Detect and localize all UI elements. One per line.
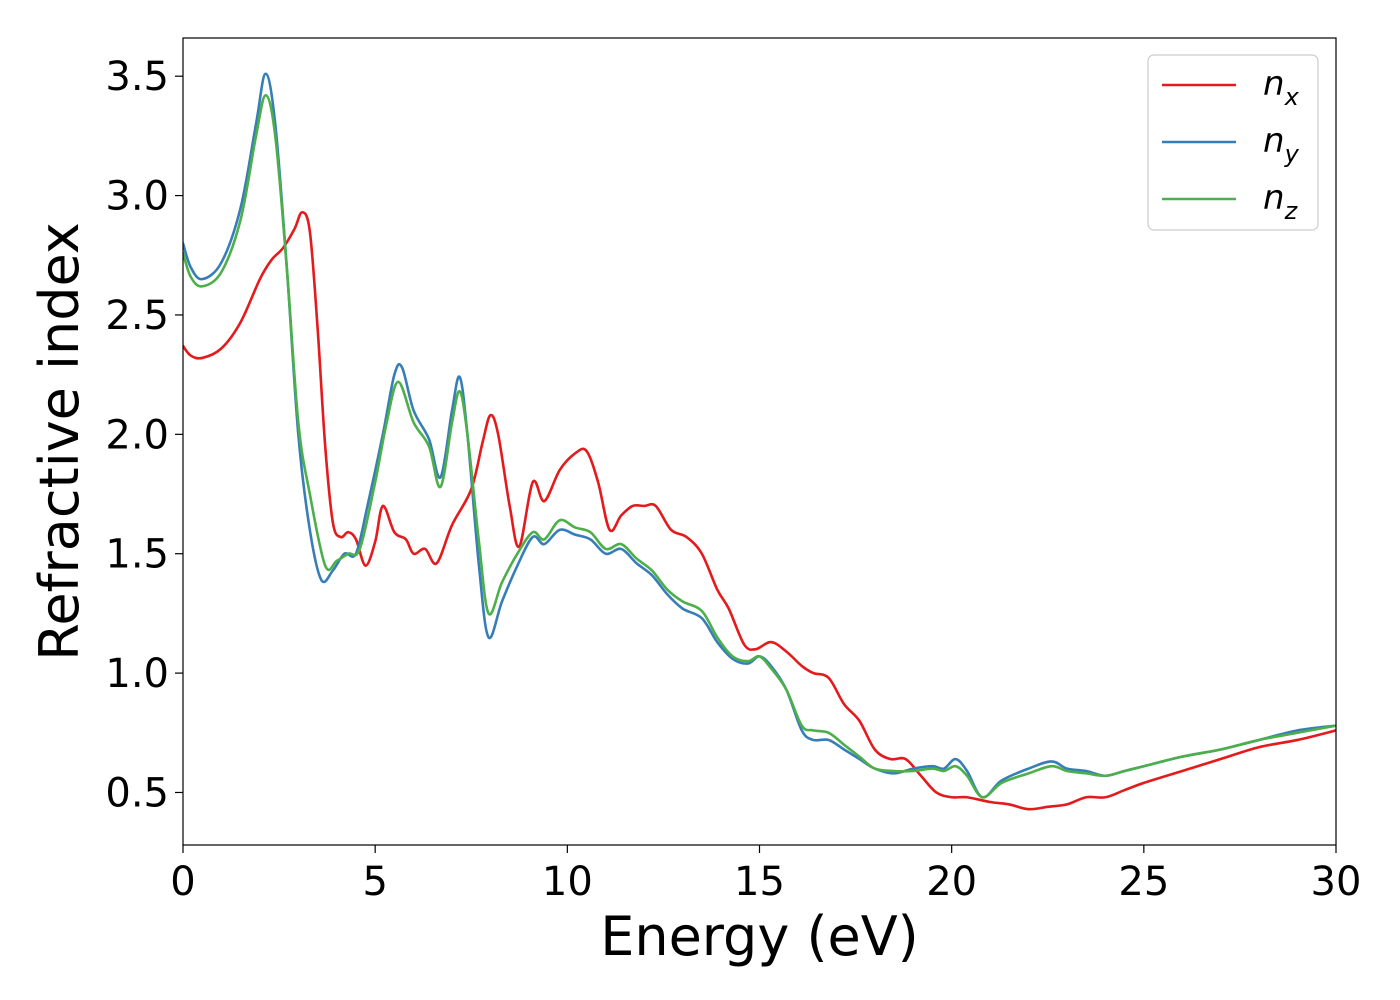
x-tick-label: 25: [1118, 859, 1169, 905]
y-tick-label: 3.0: [105, 174, 169, 220]
x-tick-label: 20: [926, 859, 977, 905]
y-tick-label: 2.0: [105, 412, 169, 458]
legend: nx ny nz: [1147, 54, 1319, 231]
legend-label-y: ny: [1263, 121, 1300, 168]
y-tick-label: 2.5: [105, 293, 169, 339]
x-tick-label: 0: [170, 859, 195, 905]
y-tick-label: 1.5: [105, 532, 169, 578]
series-layer: [183, 72, 1336, 811]
y-tick-label: 3.5: [105, 54, 169, 100]
series-line-z: [183, 94, 1336, 799]
legend-label-x: nx: [1263, 64, 1300, 111]
ticks-layer: 0 5 10 15 20 25 30 0.5 1.0 1.5 2.0 2.5 3.0 3.5: [105, 54, 1361, 905]
legend-label-z: nz: [1263, 178, 1299, 225]
y-axis-label: Refractive index: [28, 222, 91, 661]
series-line-x: [183, 210, 1336, 811]
x-tick-label: 5: [362, 859, 387, 905]
y-tick-label: 1.0: [105, 651, 169, 697]
x-tick-label: 30: [1311, 859, 1362, 905]
y-tick-label: 0.5: [105, 770, 169, 816]
x-axis-label: Energy (eV): [600, 905, 919, 968]
x-tick-label: 10: [542, 859, 593, 905]
x-tick-label: 15: [734, 859, 785, 905]
